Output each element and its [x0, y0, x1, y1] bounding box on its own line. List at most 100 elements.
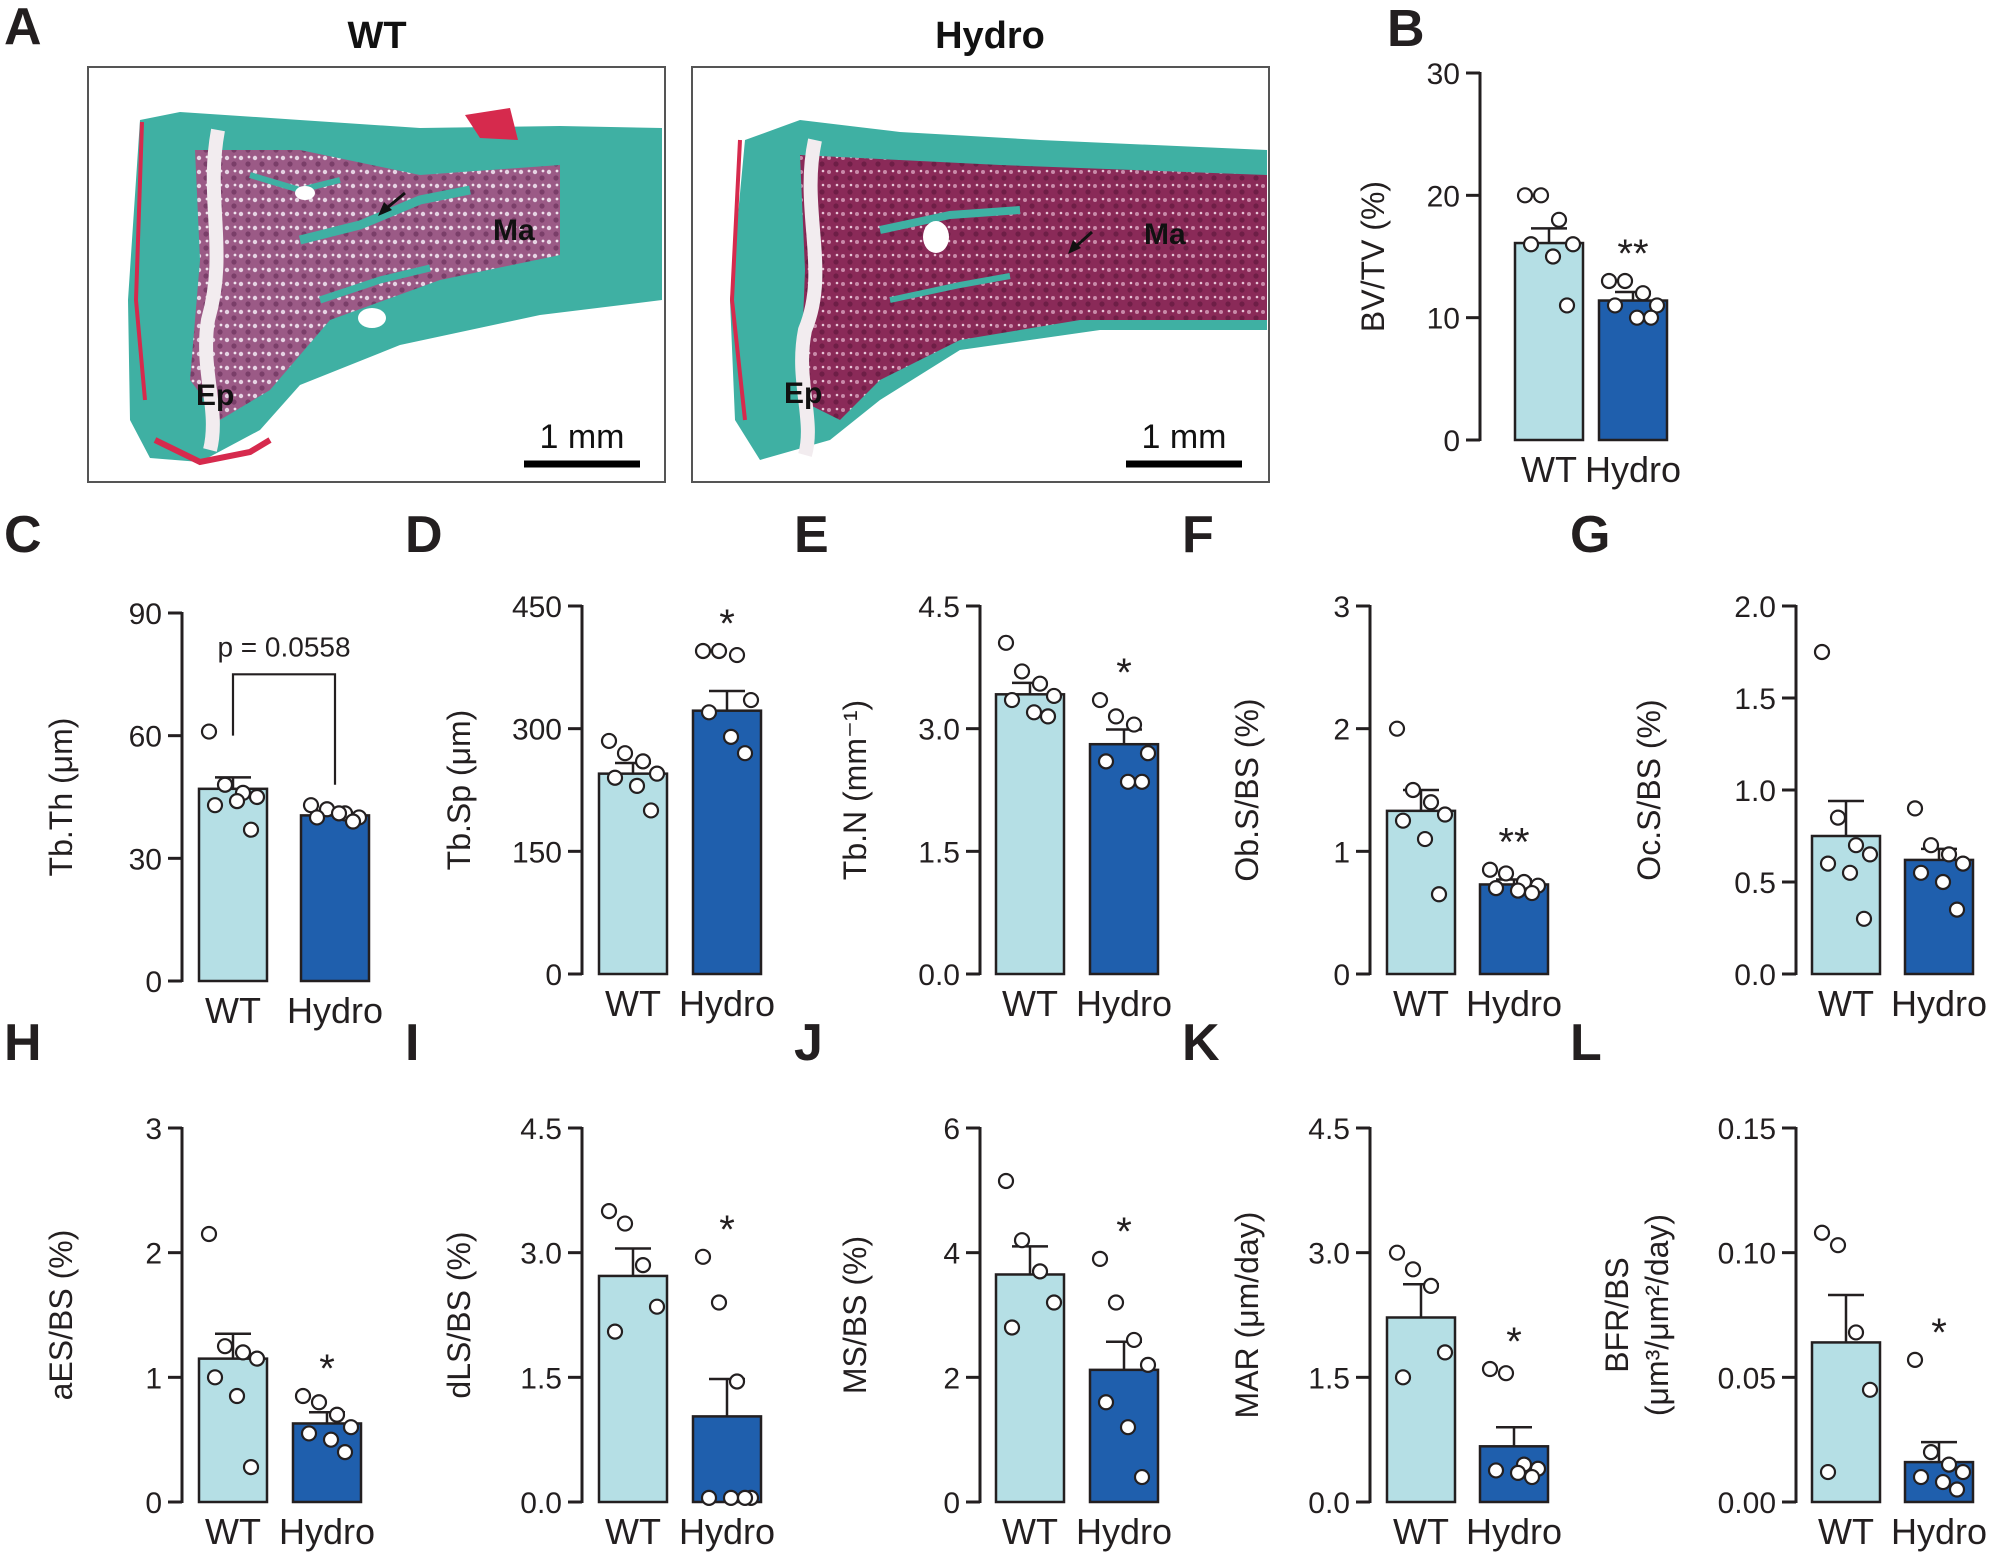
data-point-i-hydro-0 [694, 1248, 712, 1265]
data-point-k-hydro-6 [1523, 1468, 1541, 1486]
data-point-h-hydro-4 [300, 1425, 318, 1442]
data-point-b-hydro-6 [1642, 309, 1660, 326]
y-tick-label-k-2: 3.0 [1308, 1238, 1350, 1271]
data-point-k-hydro-4 [1487, 1462, 1505, 1479]
panel-label-f: F [1182, 506, 1214, 564]
data-point-h-wt-3 [248, 1350, 266, 1367]
data-point-f-wt-3 [1436, 806, 1454, 823]
x-category-e-wt: WT [1002, 983, 1058, 1024]
y-axis-title-d: Tb.Sp (μm) [441, 710, 477, 871]
x-category-g-hydro: Hydro [1891, 983, 1987, 1024]
data-point-j-hydro-6 [1133, 1468, 1151, 1486]
data-point-g-hydro-4 [1912, 864, 1930, 881]
y-tick-label-k-3: 4.5 [1308, 1113, 1350, 1146]
data-point-b-hydro-0 [1600, 272, 1618, 290]
y-tick-label-e-2: 3.0 [918, 714, 960, 747]
label-ma-wt: Ma [493, 214, 535, 247]
data-point-e-wt-6 [1039, 708, 1057, 725]
chart-panel-l: L 0.00 0.05 0.10 0.15 BFR/BS (μm³/μm²/day) WT Hy… [1570, 1014, 1987, 1552]
x-category-d-wt: WT [605, 983, 661, 1024]
data-point-c-wt-0 [200, 723, 218, 740]
data-point-j-hydro-0 [1091, 1250, 1109, 1268]
y-axis-title-e: Tb.N (mm⁻¹) [837, 700, 873, 880]
data-point-k-hydro-0 [1481, 1360, 1499, 1378]
histology-title-wt: WT [347, 15, 406, 57]
data-point-d-hydro-3 [742, 691, 760, 709]
data-point-f-hydro-4 [1487, 880, 1505, 897]
data-point-d-hydro-2 [728, 646, 746, 664]
x-category-e-hydro: Hydro [1076, 983, 1172, 1024]
data-point-b-wt-6 [1558, 297, 1576, 314]
y-tick-label-j-1: 2 [943, 1362, 960, 1395]
x-category-h-hydro: Hydro [279, 1511, 375, 1552]
y-tick-label-l-3: 0.15 [1718, 1113, 1776, 1146]
chart-panel-k: K 0.0 1.5 3.0 4.5 MAR (μm/day) WT Hydro * [1182, 1014, 1562, 1552]
x-category-d-hydro: Hydro [679, 983, 775, 1024]
data-point-h-hydro-0 [294, 1387, 312, 1405]
significance-k-hydro: * [1506, 1320, 1522, 1364]
y-axis-title-l: BFR/BS [1599, 1257, 1635, 1373]
y-axis-title-c: Tb.Th (μm) [43, 718, 79, 877]
data-point-e-hydro-3 [1139, 745, 1157, 762]
data-point-c-hydro-4 [308, 809, 326, 826]
data-point-j-wt-4 [1003, 1319, 1021, 1336]
data-point-f-wt-0 [1388, 720, 1406, 737]
data-point-h-hydro-2 [328, 1406, 346, 1423]
data-point-h-wt-4 [206, 1369, 224, 1386]
data-point-j-hydro-1 [1107, 1294, 1125, 1311]
x-category-b-wt: WT [1521, 449, 1577, 490]
y-tick-label-g-0: 0.0 [1734, 959, 1776, 992]
y-axis-title-g: Oc.S/BS (%) [1631, 699, 1667, 880]
data-point-g-hydro-3 [1954, 855, 1972, 872]
y-tick-label-f-3: 3 [1333, 591, 1350, 624]
x-category-g-wt: WT [1818, 983, 1874, 1024]
scale-bar-label-hydro: 1 mm [1142, 418, 1227, 456]
bar-i-hydro [691, 1415, 763, 1504]
y-tick-label-i-0: 0.0 [520, 1487, 562, 1520]
data-point-i-wt-4 [606, 1323, 624, 1340]
data-point-j-hydro-2 [1125, 1331, 1143, 1349]
data-point-k-hydro-1 [1497, 1365, 1515, 1382]
data-point-i-wt-3 [648, 1298, 666, 1315]
data-point-i-hydro-1 [710, 1294, 728, 1311]
panel-label-c: C [4, 506, 42, 564]
bar-b-wt [1513, 241, 1585, 442]
y-tick-label-l-0: 0.00 [1718, 1487, 1776, 1520]
y-axis-title-unit-l: (μm³/μm²/day) [1639, 1214, 1675, 1416]
bar-c-wt [197, 787, 269, 983]
y-tick-label-g-1: 0.5 [1734, 867, 1776, 900]
data-point-g-wt-3 [1861, 846, 1879, 863]
data-point-l-wt-4 [1819, 1463, 1837, 1481]
x-category-c-wt: WT [205, 990, 261, 1031]
data-point-g-wt-6 [1855, 910, 1873, 927]
y-tick-label-l-1: 0.05 [1718, 1362, 1776, 1395]
data-point-e-wt-1 [1013, 663, 1031, 680]
y-tick-label-j-2: 4 [943, 1238, 960, 1271]
y-tick-label-e-0: 0.0 [918, 959, 960, 992]
histology-image-wt: Ma Ep 1 mm [87, 66, 666, 483]
chart-panel-h: H 0 1 2 3 aES/BS (%) WT Hydro * [4, 1014, 375, 1552]
data-point-k-wt-3 [1436, 1344, 1454, 1361]
data-point-f-hydro-5 [1509, 882, 1527, 899]
data-point-d-wt-2 [634, 753, 652, 770]
y-tick-label-f-1: 1 [1333, 836, 1350, 869]
y-tick-label-i-1: 1.5 [520, 1362, 562, 1395]
y-tick-label-l-2: 0.10 [1718, 1238, 1776, 1271]
data-point-b-wt-3 [1564, 236, 1582, 253]
data-point-f-wt-6 [1430, 886, 1448, 903]
panel-label-d: D [405, 506, 443, 564]
data-point-c-hydro-5 [330, 805, 348, 822]
data-point-i-hydro-4 [700, 1489, 718, 1506]
significance-l-hydro: * [1931, 1311, 1947, 1355]
data-point-e-hydro-0 [1091, 691, 1109, 709]
panel-label-i: I [405, 1014, 419, 1072]
y-tick-label-d-2: 300 [512, 714, 562, 747]
data-point-c-wt-3 [248, 788, 266, 806]
panel-label-a: A [4, 0, 42, 56]
data-point-d-hydro-4 [700, 704, 718, 721]
data-point-h-hydro-5 [322, 1431, 340, 1448]
data-point-j-wt-3 [1045, 1294, 1063, 1311]
label-ma-hydro: Ma [1144, 218, 1186, 251]
data-point-i-wt-1 [616, 1215, 634, 1232]
